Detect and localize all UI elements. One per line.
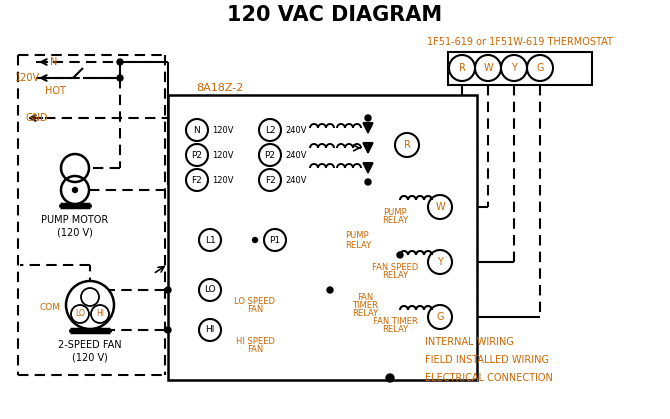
Text: W: W: [483, 63, 493, 73]
Text: 120 VAC DIAGRAM: 120 VAC DIAGRAM: [227, 5, 443, 25]
Polygon shape: [363, 143, 373, 153]
Text: 120V: 120V: [212, 176, 234, 184]
Text: P2: P2: [192, 150, 202, 160]
Circle shape: [117, 59, 123, 65]
Text: 120V: 120V: [212, 150, 234, 160]
Text: COM: COM: [39, 303, 60, 311]
Circle shape: [395, 133, 419, 157]
Text: HI: HI: [96, 310, 104, 318]
Text: W: W: [436, 202, 445, 212]
Text: L2: L2: [265, 126, 275, 134]
Text: HI: HI: [205, 326, 214, 334]
Circle shape: [365, 179, 371, 185]
Text: 120V: 120V: [212, 126, 234, 134]
Circle shape: [186, 144, 208, 166]
Text: RELAY: RELAY: [382, 271, 408, 279]
Text: P1: P1: [269, 235, 281, 245]
Circle shape: [81, 288, 99, 306]
Text: GND: GND: [25, 113, 48, 123]
Text: FAN: FAN: [247, 346, 263, 354]
Text: 240V: 240V: [285, 176, 306, 184]
Circle shape: [428, 195, 452, 219]
Circle shape: [165, 327, 171, 333]
Circle shape: [117, 75, 123, 81]
Text: RELAY: RELAY: [352, 310, 378, 318]
Circle shape: [386, 374, 394, 382]
Circle shape: [199, 229, 221, 251]
Text: INTERNAL WIRING: INTERNAL WIRING: [425, 337, 514, 347]
Circle shape: [186, 169, 208, 191]
Text: LO SPEED: LO SPEED: [234, 297, 275, 307]
Text: 240V: 240V: [285, 126, 306, 134]
Text: 120V: 120V: [15, 73, 40, 83]
Text: RELAY: RELAY: [382, 215, 408, 225]
Text: F2: F2: [192, 176, 202, 184]
Circle shape: [91, 305, 109, 323]
Text: HOT: HOT: [45, 86, 66, 96]
Circle shape: [61, 176, 89, 204]
Text: FIELD INSTALLED WIRING: FIELD INSTALLED WIRING: [425, 355, 549, 365]
Polygon shape: [363, 123, 373, 133]
Circle shape: [66, 281, 114, 329]
Text: FAN SPEED: FAN SPEED: [372, 262, 418, 272]
Text: N: N: [50, 57, 58, 67]
Text: 240V: 240V: [285, 150, 306, 160]
Text: R: R: [458, 63, 466, 73]
Circle shape: [253, 238, 257, 243]
Text: ELECTRICAL CONNECTION: ELECTRICAL CONNECTION: [425, 373, 553, 383]
Circle shape: [199, 279, 221, 301]
Circle shape: [501, 55, 527, 81]
Text: LO: LO: [204, 285, 216, 295]
Text: 8A18Z-2: 8A18Z-2: [196, 83, 244, 93]
Circle shape: [449, 55, 475, 81]
Text: F2: F2: [265, 176, 275, 184]
Text: R: R: [403, 140, 411, 150]
Text: HI SPEED: HI SPEED: [236, 337, 275, 347]
Text: (120 V): (120 V): [72, 352, 108, 362]
Text: LO: LO: [75, 310, 85, 318]
Text: G: G: [436, 312, 444, 322]
Text: Y: Y: [511, 63, 517, 73]
Circle shape: [61, 154, 89, 182]
Text: PUMP: PUMP: [345, 230, 369, 240]
Text: FAN: FAN: [357, 293, 373, 303]
Text: (120 V): (120 V): [57, 227, 93, 237]
Circle shape: [475, 55, 501, 81]
Bar: [168, 95, 477, 380]
Text: P2: P2: [265, 150, 275, 160]
Text: PUMP MOTOR: PUMP MOTOR: [42, 215, 109, 225]
Circle shape: [264, 229, 286, 251]
Polygon shape: [363, 163, 373, 173]
Text: PUMP: PUMP: [383, 207, 407, 217]
Text: FAN: FAN: [247, 305, 263, 315]
Text: TIMER: TIMER: [352, 302, 378, 310]
Circle shape: [327, 287, 333, 293]
Bar: [448, 52, 592, 85]
Circle shape: [365, 115, 371, 121]
Circle shape: [527, 55, 553, 81]
Circle shape: [259, 169, 281, 191]
Circle shape: [428, 250, 452, 274]
Circle shape: [72, 187, 78, 192]
Text: 2-SPEED FAN: 2-SPEED FAN: [58, 340, 122, 350]
Text: RELAY: RELAY: [382, 326, 408, 334]
Text: N: N: [194, 126, 200, 134]
Circle shape: [397, 252, 403, 258]
Circle shape: [199, 319, 221, 341]
Text: RELAY: RELAY: [345, 241, 371, 249]
Circle shape: [165, 287, 171, 293]
Circle shape: [259, 144, 281, 166]
Text: Y: Y: [437, 257, 443, 267]
Text: FAN TIMER: FAN TIMER: [373, 318, 417, 326]
Circle shape: [428, 305, 452, 329]
Circle shape: [71, 305, 89, 323]
Text: G: G: [536, 63, 544, 73]
Text: 1F51-619 or 1F51W-619 THERMOSTAT: 1F51-619 or 1F51W-619 THERMOSTAT: [427, 37, 613, 47]
Circle shape: [186, 119, 208, 141]
Circle shape: [259, 119, 281, 141]
Text: L1: L1: [204, 235, 215, 245]
